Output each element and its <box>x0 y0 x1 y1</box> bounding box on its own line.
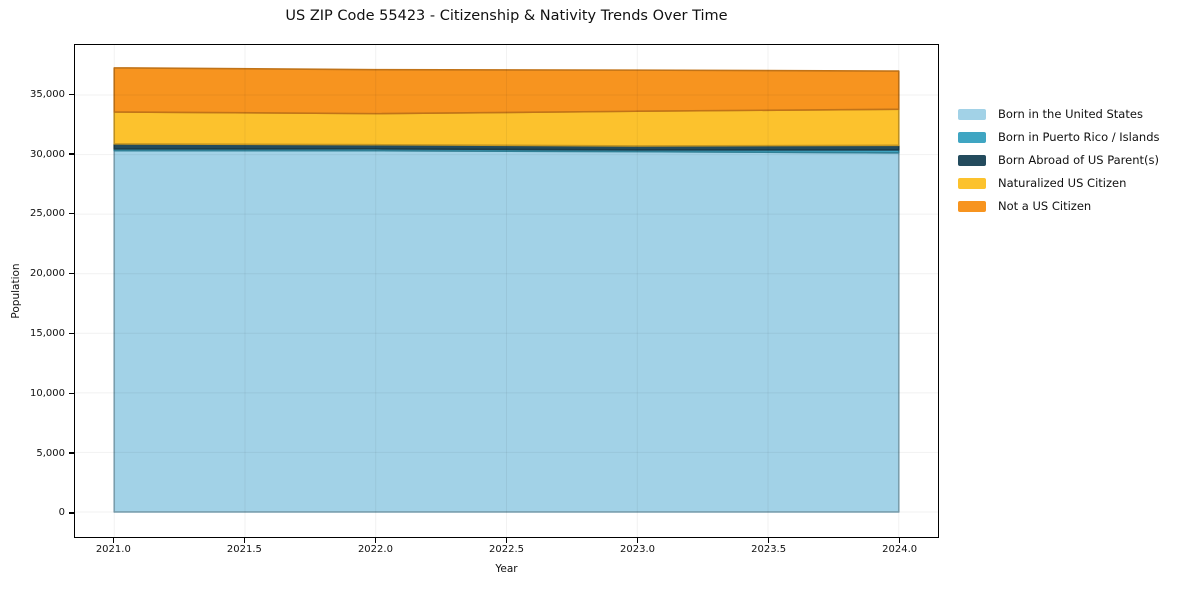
legend-label: Naturalized US Citizen <box>998 176 1127 190</box>
y-axis-label: Population <box>10 263 22 319</box>
plot-area <box>74 44 939 538</box>
x-tick-label-2021.0: 2021.0 <box>95 544 131 555</box>
x-tick-2022.0 <box>374 538 377 543</box>
x-tick-label-2022.5: 2022.5 <box>489 544 524 555</box>
legend-label: Born Abroad of US Parent(s) <box>998 153 1159 167</box>
x-tick-label-2021.5: 2021.5 <box>226 544 262 555</box>
chart-title: US ZIP Code 55423 - Citizenship & Nativi… <box>285 8 728 24</box>
y-tick-0 <box>69 512 74 514</box>
y-tick-label-35,000: 35,000 <box>30 88 65 100</box>
y-tick-20,000 <box>69 273 74 275</box>
area-series-not-a-us-citizen <box>113 67 900 115</box>
y-tick-label-0: 0 <box>58 507 65 519</box>
y-tick-label-5,000: 5,000 <box>36 447 65 459</box>
x-tick-2023.0 <box>636 538 639 543</box>
x-tick-label-2023.5: 2023.5 <box>751 544 787 555</box>
y-tick-label-30,000: 30,000 <box>30 148 65 160</box>
y-tick-35,000 <box>69 93 74 95</box>
legend-label: Born in the United States <box>998 107 1143 121</box>
legend-swatch-icon <box>958 132 986 143</box>
y-tick-30,000 <box>69 153 74 155</box>
x-tick-2021.5 <box>243 538 246 543</box>
y-tick-25,000 <box>69 213 74 215</box>
legend-item-not-a-us-citizen: Not a US Citizen <box>958 199 1160 213</box>
legend-swatch-icon <box>958 155 986 166</box>
legend-item-born-in-the-united-states: Born in the United States <box>958 107 1160 121</box>
legend-swatch-icon <box>958 178 986 189</box>
y-tick-label-15,000: 15,000 <box>30 327 65 339</box>
legend-label: Not a US Citizen <box>998 199 1092 213</box>
x-tick-label-2024.0: 2024.0 <box>882 544 918 555</box>
legend-item-born-in-puerto-rico-islands: Born in Puerto Rico / Islands <box>958 130 1160 144</box>
legend: Born in the United States Born in Puerto … <box>958 107 1160 213</box>
x-tick-2024.0 <box>899 538 901 543</box>
legend-swatch-icon <box>958 109 986 120</box>
legend-item-naturalized-us-citizen: Naturalized US Citizen <box>958 176 1160 190</box>
legend-item-born-abroad-of-us-parent-s: Born Abroad of US Parent(s) <box>958 153 1160 167</box>
y-tick-15,000 <box>69 332 74 335</box>
stacked-area-canvas <box>75 45 938 537</box>
legend-label: Born in Puerto Rico / Islands <box>998 130 1160 144</box>
x-axis-label: Year <box>495 563 518 575</box>
legend-swatch-icon <box>958 201 986 212</box>
y-tick-label-10,000: 10,000 <box>30 387 65 399</box>
y-tick-label-20,000: 20,000 <box>30 268 65 280</box>
y-tick-5,000 <box>69 452 74 454</box>
x-tick-label-2023.0: 2023.0 <box>620 544 656 555</box>
y-tick-label-25,000: 25,000 <box>30 208 65 220</box>
y-tick-10,000 <box>69 392 74 394</box>
x-tick-label-2022.0: 2022.0 <box>357 544 393 555</box>
x-tick-2023.5 <box>767 538 770 543</box>
x-tick-2022.5 <box>505 538 508 543</box>
x-tick-2021.0 <box>112 538 114 543</box>
